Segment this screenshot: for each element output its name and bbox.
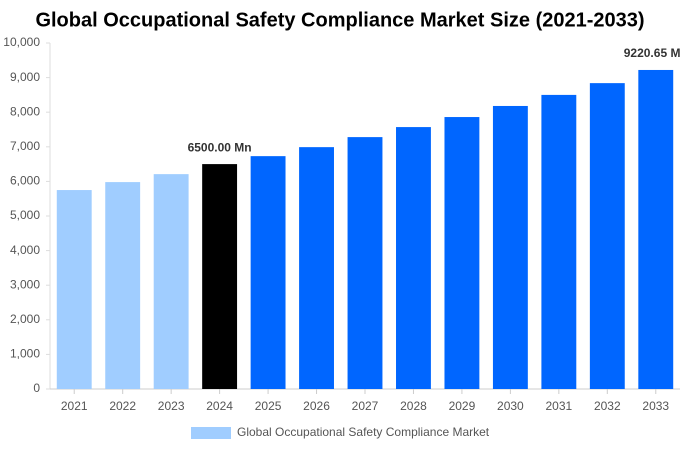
y-tick-label: 3,000	[10, 277, 40, 291]
y-tick-label: 1,000	[10, 347, 40, 361]
bar	[347, 137, 383, 389]
bar	[153, 174, 189, 389]
legend-label: Global Occupational Safety Compliance Ma…	[237, 425, 490, 439]
bar	[638, 69, 674, 389]
value-label: 6500.00 Mn	[188, 140, 252, 154]
x-tick-label: 2022	[109, 399, 136, 413]
y-tick-label: 4,000	[10, 243, 40, 257]
x-tick-label: 2029	[449, 399, 476, 413]
bar	[396, 127, 431, 389]
y-tick-label: 10,000	[3, 35, 40, 49]
y-tick-label: 8,000	[10, 104, 40, 118]
x-tick-label: 2031	[545, 399, 572, 413]
bar	[56, 190, 92, 389]
x-tick-label: 2023	[158, 399, 185, 413]
chart-title: Global Occupational Safety Compliance Ma…	[35, 9, 644, 31]
bar	[589, 83, 625, 390]
value-label: 9220.65 Mn	[624, 46, 680, 60]
y-tick-label: 0	[33, 381, 40, 395]
bar	[492, 105, 528, 390]
y-tick-label: 2,000	[10, 312, 40, 326]
y-tick-label: 5,000	[10, 208, 40, 222]
x-tick-label: 2027	[352, 399, 379, 413]
x-tick-label: 2030	[497, 399, 524, 413]
legend-swatch	[191, 427, 231, 439]
bar	[250, 156, 286, 389]
y-tick-label: 6,000	[10, 174, 40, 188]
bar	[202, 164, 238, 389]
x-tick-label: 2028	[400, 399, 427, 413]
x-tick-label: 2026	[303, 399, 330, 413]
x-tick-label: 2025	[255, 399, 282, 413]
x-tick-label: 2032	[594, 399, 621, 413]
x-tick-label: 2024	[206, 399, 233, 413]
x-tick-label: 2021	[61, 399, 88, 413]
bar	[444, 117, 480, 389]
x-tick-label: 2033	[642, 399, 669, 413]
y-tick-label: 9,000	[10, 70, 40, 84]
y-tick-label: 7,000	[10, 139, 40, 153]
bar	[541, 94, 577, 390]
bar	[299, 147, 334, 389]
bar	[105, 182, 141, 389]
